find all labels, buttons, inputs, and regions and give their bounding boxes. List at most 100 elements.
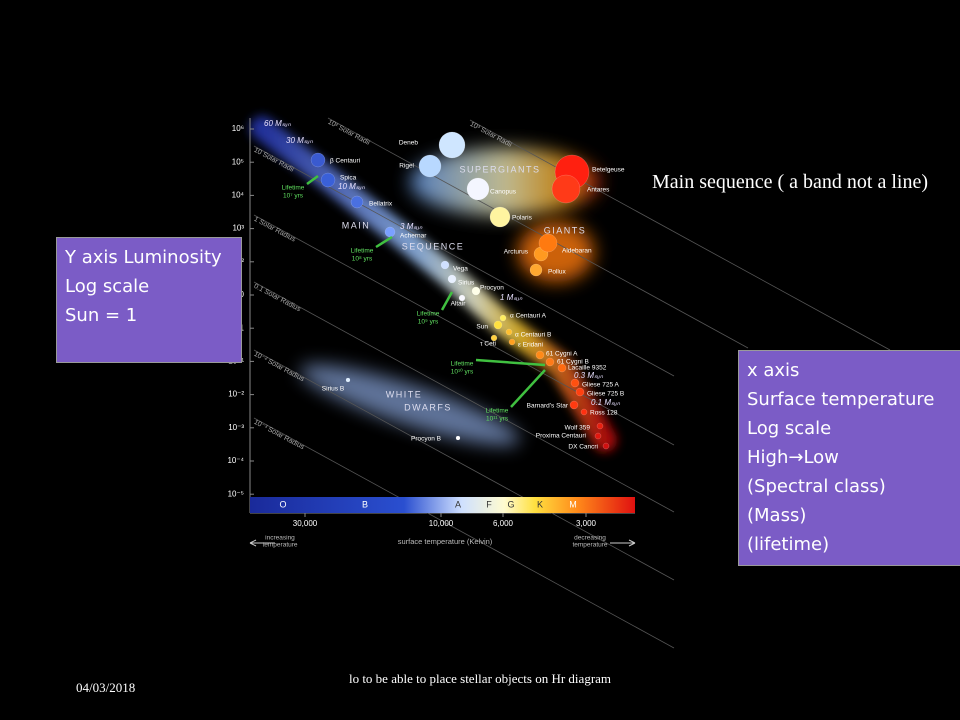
lifetime-pointer — [375, 235, 393, 249]
star — [490, 334, 498, 342]
region-label: DWARFS — [404, 402, 452, 412]
mass-label: 1 Mₛᵤₙ — [500, 293, 523, 302]
lifetime-label: 10⁸ yrs — [352, 256, 373, 263]
lifetime-label: 10⁷ yrs — [283, 193, 304, 200]
star-label: Lacaille 9352 — [568, 365, 607, 372]
star — [545, 357, 555, 367]
y-tick-label: 10⁶ — [232, 124, 244, 133]
star-label: 61 Cygni B — [557, 359, 589, 366]
star — [602, 442, 610, 450]
axis-title: surface temperature (Kelvin) — [398, 537, 493, 546]
y-tick-label: 1 — [240, 323, 245, 332]
star — [471, 286, 481, 296]
star-label: Procyon — [480, 285, 504, 292]
star — [310, 152, 326, 168]
lifetime-label: Lifetime — [351, 248, 374, 255]
x-tick-label: 30,000 — [293, 519, 318, 528]
y-tick-label: 10⁻³ — [228, 423, 244, 432]
star — [455, 435, 461, 441]
star-label: α Centauri A — [510, 313, 547, 320]
axis-note: increasing — [265, 535, 295, 542]
star — [575, 387, 585, 397]
axis-note: temperature — [262, 542, 297, 549]
star-label: Vega — [453, 266, 468, 273]
note-line: x axis — [747, 360, 800, 381]
region-label: SEQUENCE — [402, 241, 465, 251]
star — [569, 400, 579, 410]
y-tick-label: 10⁴ — [232, 191, 245, 200]
star — [580, 408, 588, 416]
star-label: Rigel — [399, 163, 414, 170]
mass-label: 0.3 Mₛᵤₙ — [574, 371, 604, 380]
y-tick-label: 10⁻⁵ — [228, 489, 244, 498]
star-label: Ross 128 — [590, 410, 618, 417]
lifetime-label: 10⁹ yrs — [418, 319, 439, 326]
star — [489, 206, 511, 228]
spectral-class: F — [486, 499, 492, 509]
star — [438, 131, 466, 159]
spectral-class: A — [455, 499, 461, 509]
star — [320, 172, 336, 188]
callout: Main sequence ( a band not a line) — [652, 171, 929, 193]
note-line: (Spectral class) — [747, 476, 886, 497]
axis-note: decreasing — [574, 535, 606, 542]
star-label: Wolf 359 — [564, 425, 590, 432]
y-tick-label: 10⁵ — [232, 157, 244, 166]
star-label: α Centauri B — [515, 332, 551, 339]
region-label: SUPERGIANTS — [459, 164, 540, 174]
star-label: Altair — [451, 301, 467, 308]
spectral-class: G — [507, 499, 514, 509]
star — [538, 233, 558, 253]
x-tick-label: 6,000 — [493, 519, 514, 528]
star-label: Achernar — [400, 233, 427, 240]
mass-label: 10 Mₛᵤₙ — [338, 182, 366, 191]
star-label: β Centauri — [330, 158, 360, 165]
star-label: Canopus — [490, 189, 517, 196]
star-label: Sirius — [458, 280, 475, 287]
lifetime-label: Lifetime — [486, 408, 509, 415]
star-label: Deneb — [399, 140, 419, 147]
star-label: Sirius B — [322, 386, 344, 393]
star — [440, 260, 450, 270]
star — [508, 338, 516, 346]
star-label: 61 Cygni A — [546, 351, 578, 358]
mass-label: 30 Mₛᵤₙ — [286, 136, 314, 145]
y-tick-label: 10³ — [232, 224, 244, 233]
lifetime-label: 10¹⁰ yrs — [451, 368, 474, 376]
note-line: Y axis Luminosity — [65, 247, 222, 268]
star — [535, 350, 545, 360]
radius-line — [253, 349, 675, 581]
star-label: Antares — [587, 187, 610, 194]
region-label: GIANTS — [544, 225, 587, 235]
star-label: Gliese 725 B — [587, 391, 624, 398]
star-label: Barnard's Star — [527, 403, 569, 410]
star-label: Gliese 725 A — [582, 382, 620, 389]
star-label: Sun — [476, 324, 488, 331]
spectral-class: O — [279, 499, 286, 509]
lifetime-label: Lifetime — [451, 361, 474, 368]
star-label: Spica — [340, 175, 357, 182]
y-tick-label: 10⁻² — [228, 390, 244, 399]
star — [594, 432, 602, 440]
star-label: Arcturus — [504, 249, 529, 256]
spectral-bar — [250, 497, 635, 513]
mass-label: 0.1 Mₛᵤₙ — [591, 398, 621, 407]
lifetime-pointer — [440, 291, 454, 311]
left-arrow — [249, 539, 275, 547]
region-label: WHITE — [386, 389, 423, 399]
lifetime-pointer — [510, 369, 546, 408]
star-label: Procyon B — [411, 436, 441, 443]
note-line: Surface temperature — [747, 389, 935, 410]
axis-note: temperature — [572, 542, 607, 549]
star-label: Betelgeuse — [592, 167, 625, 174]
star — [596, 422, 604, 430]
x-tick-label: 3,000 — [576, 519, 597, 528]
spectral-class: K — [537, 499, 543, 509]
lifetime-label: 10¹¹ yrs — [486, 416, 509, 423]
star-label: Aldebaran — [562, 248, 592, 255]
note-line: Log scale — [65, 276, 150, 297]
star — [499, 314, 507, 322]
star — [345, 377, 351, 383]
